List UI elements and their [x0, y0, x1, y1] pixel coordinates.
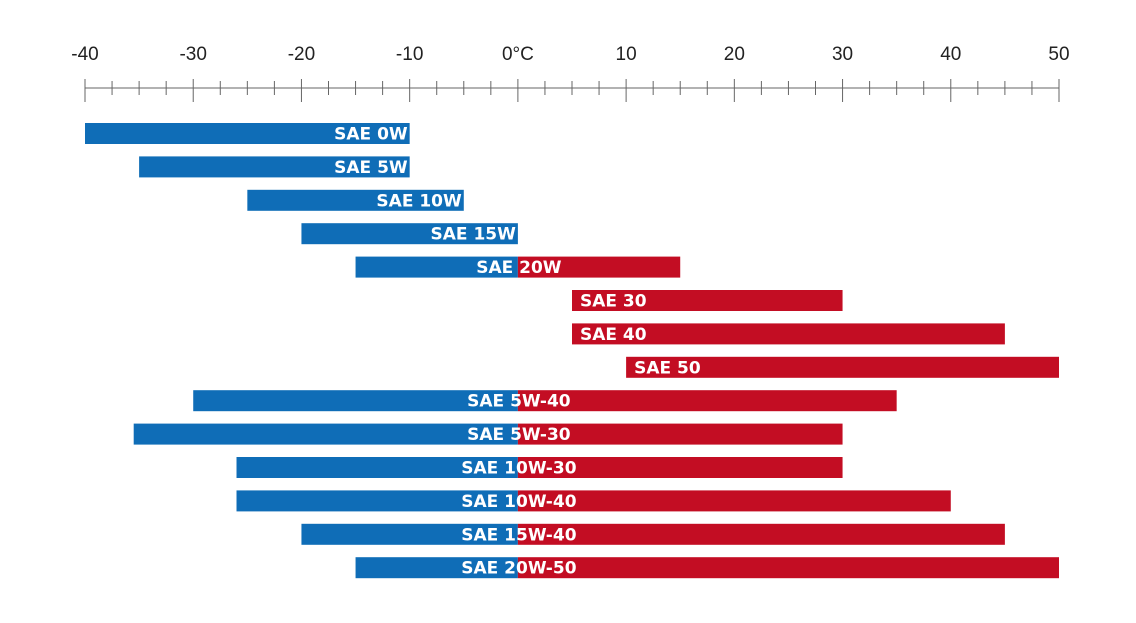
bar-label: SAE 0W — [334, 125, 408, 145]
bar-label: SAE 10W-40 — [461, 492, 576, 512]
hot-segment — [572, 323, 1005, 345]
hot-segment — [517, 423, 843, 445]
bar-label: SAE 5W-40 — [467, 392, 571, 412]
bar-sae-20w: SAE 20W — [355, 256, 681, 278]
viscosity-bars: SAE 0W SAE 5W SAE 10W SAE 15W SAE 20W SAE 30 S… — [85, 123, 1059, 579]
bar-sae-5w-30: SAE 5W-30 — [133, 423, 843, 445]
tick-label: 30 — [832, 44, 853, 65]
bar-sae-5w-40: SAE 5W-40 — [193, 390, 897, 412]
cold-segment — [355, 256, 518, 278]
bar-label: SAE 10W — [376, 191, 462, 211]
bar-label: SAE 20W — [476, 258, 562, 278]
bar-label: SAE 5W-30 — [467, 425, 571, 445]
bar-label: SAE 50 — [634, 358, 701, 378]
bar-sae-10w-40: SAE 10W-40 — [236, 490, 951, 512]
bar-sae-15w: SAE 15W — [301, 223, 518, 245]
cold-segment — [247, 189, 464, 211]
bar-sae-5w: SAE 5W — [139, 156, 410, 178]
tick-label: 40 — [940, 44, 961, 65]
hot-segment — [517, 256, 681, 278]
tick-label: 0°C — [502, 44, 534, 65]
bar-label: SAE 30 — [580, 292, 647, 312]
cold-segment — [236, 490, 518, 512]
bar-sae-20w-50: SAE 20W-50 — [355, 557, 1059, 579]
cold-segment — [301, 223, 518, 245]
hot-segment — [517, 523, 1005, 545]
cold-segment — [236, 457, 518, 478]
bar-sae-50: SAE 50 — [626, 356, 1059, 378]
tick-label: 10 — [616, 44, 637, 65]
hot-segment — [517, 490, 951, 512]
cold-segment — [139, 156, 410, 178]
cold-segment — [301, 523, 518, 545]
cold-segment — [193, 390, 518, 412]
bar-label: SAE 40 — [580, 325, 647, 345]
bar-sae-30: SAE 30 — [572, 290, 843, 312]
hot-segment — [517, 390, 897, 412]
bar-sae-15w-40: SAE 15W-40 — [301, 523, 1005, 545]
cold-segment — [355, 557, 518, 579]
tick-label: -20 — [288, 44, 315, 65]
bar-label: SAE 15W-40 — [461, 525, 576, 545]
temperature-axis: -40 -30 -20 -10 0°C 10 20 30 40 50 — [71, 44, 1070, 102]
tick-label: -10 — [396, 44, 423, 65]
tick-label: 50 — [1048, 44, 1069, 65]
hot-segment — [517, 557, 1059, 579]
hot-segment — [626, 356, 1059, 378]
cold-segment — [85, 123, 410, 144]
tick-label: -40 — [71, 44, 98, 65]
tick-label: 20 — [724, 44, 745, 65]
bar-label: SAE 15W — [431, 225, 517, 245]
bar-sae-40: SAE 40 — [572, 323, 1005, 345]
bar-sae-10w: SAE 10W — [247, 189, 464, 211]
bar-label: SAE 10W-30 — [461, 459, 576, 479]
hot-segment — [517, 457, 843, 478]
bar-sae-0w: SAE 0W — [85, 123, 410, 145]
cold-segment — [133, 423, 518, 445]
bar-label: SAE 5W — [334, 158, 408, 178]
bar-label: SAE 20W-50 — [461, 559, 576, 579]
hot-segment — [572, 290, 843, 311]
bar-sae-10w-30: SAE 10W-30 — [236, 457, 843, 479]
tick-label: -30 — [179, 44, 206, 65]
